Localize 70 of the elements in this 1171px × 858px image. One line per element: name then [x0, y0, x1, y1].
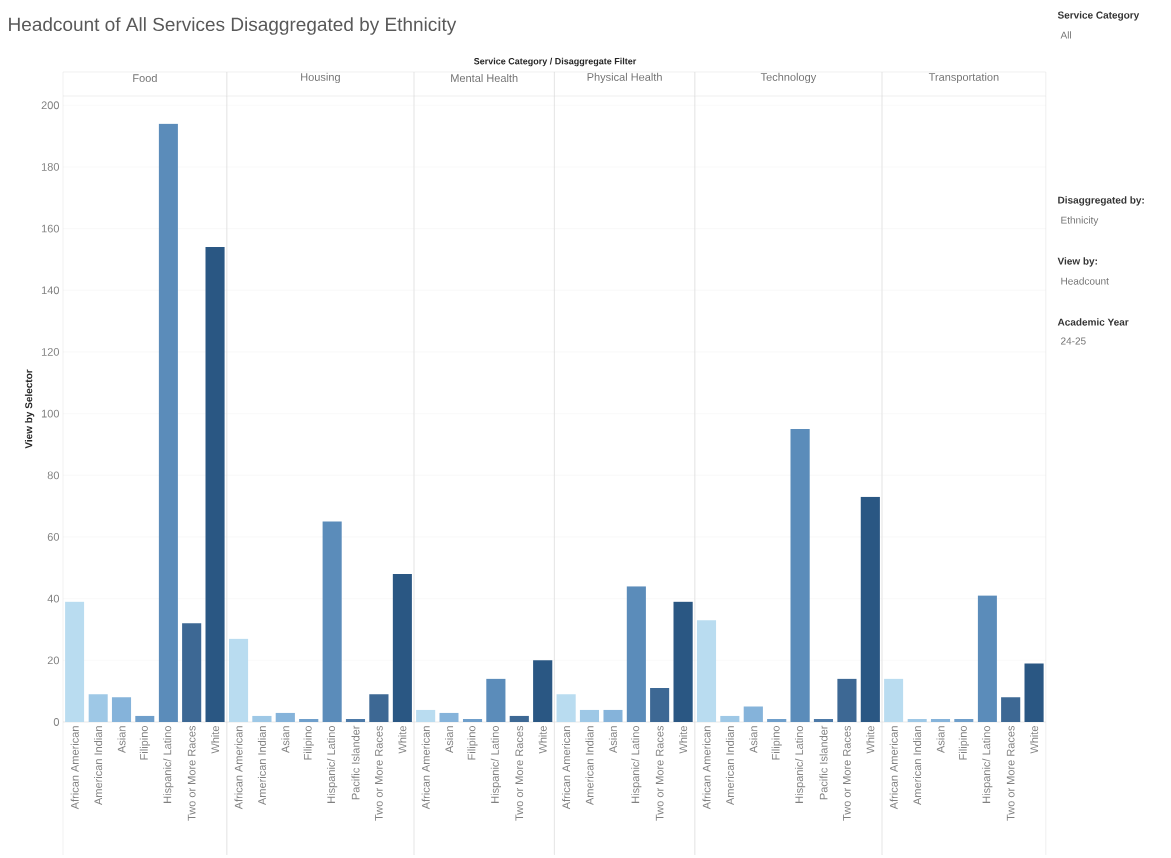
x-tick-label: Asian — [281, 726, 290, 754]
text: Academic Year — [1057, 318, 1129, 326]
x-tick-label: Two or More Races — [375, 725, 383, 821]
x-tick-label: African American — [421, 726, 430, 810]
text: Headcount — [1061, 277, 1109, 285]
x-tick-label: Hispanic/ Latino — [631, 726, 642, 803]
x-tick-label: Hispanic/ Latino — [490, 726, 502, 803]
y-axis-title: View by Selector — [24, 369, 35, 449]
x-tick-label: White — [398, 726, 407, 754]
y-tick-label: 40 — [47, 594, 60, 603]
x-tick-label: Filipino — [139, 726, 151, 760]
x-tick-label: White — [679, 726, 688, 754]
x-tick-label: Hispanic/ Latino — [326, 726, 338, 803]
chart-title: Food — [133, 73, 157, 83]
x-tick-label: Asian — [749, 726, 758, 754]
x-tick-label: Hispanic/ Latino — [163, 726, 174, 803]
x-tick-label: Two or More Races — [843, 725, 851, 821]
y-tick-label: 160 — [41, 224, 60, 233]
text: Disaggregated by: — [1058, 196, 1144, 206]
x-tick-label: African American — [234, 726, 243, 810]
x-tick-label: American Indian — [725, 726, 734, 805]
x-tick-label: White — [866, 726, 875, 754]
text: Headcount of All Services Disaggregated by Ethnicity — [9, 17, 457, 35]
x-tick-label: American Indian — [913, 726, 922, 805]
x-tick-label: Asian — [936, 726, 945, 754]
x-tick-label: Hispanic/ Latino — [982, 726, 993, 803]
x-tick-label: White — [211, 726, 220, 754]
x-tick-label: Pacific Islander — [819, 725, 828, 800]
x-tick-label: White — [538, 726, 547, 754]
x-tick-label: Filipino — [958, 726, 970, 760]
x-tick-label: White — [1030, 726, 1039, 754]
x-tick-label: Asian — [445, 726, 454, 754]
chart-title: Physical Health — [587, 72, 662, 84]
text: 24-25 — [1061, 337, 1086, 345]
text: View by: — [1057, 257, 1097, 267]
x-tick-label: American Indian — [257, 726, 266, 805]
text: All — [1060, 31, 1071, 39]
x-tick-label: Two or More Races — [655, 725, 664, 821]
x-tick-label: Pacific Islander — [351, 725, 360, 800]
y-tick-label: 200 — [41, 101, 60, 110]
text: Service Category / Disaggregate Filter — [473, 57, 637, 67]
text: Service Category — [1057, 11, 1140, 21]
y-tick-label: 180 — [41, 163, 60, 171]
chart-title: Mental Health — [451, 73, 518, 83]
x-tick-label: American Indian — [94, 726, 103, 805]
x-tick-label: Two or More Races — [1006, 725, 1015, 821]
x-tick-label: African American — [889, 726, 898, 810]
y-tick-label: 0 — [53, 718, 60, 726]
y-tick-label: 100 — [41, 409, 60, 418]
x-tick-label: Asian — [608, 726, 617, 754]
x-tick-label: Asian — [117, 726, 126, 754]
chart-title: Technology — [760, 72, 817, 84]
x-tick-label: Hispanic/ Latino — [794, 726, 806, 803]
x-tick-label: Filipino — [771, 726, 782, 760]
y-tick-label: 60 — [47, 533, 60, 541]
x-tick-label: Filipino — [303, 726, 314, 760]
y-tick-label: 140 — [41, 286, 60, 295]
x-tick-label: African American — [702, 726, 711, 810]
x-tick-label: Two or More Races — [515, 725, 524, 821]
y-tick-label: 80 — [47, 471, 60, 480]
chart-title: Housing — [301, 72, 340, 84]
x-tick-label: African American — [562, 726, 571, 810]
y-tick-label: 20 — [47, 656, 60, 665]
y-tick-label: 120 — [41, 348, 60, 356]
chart-title: Transportation — [928, 72, 999, 84]
x-tick-label: African American — [70, 726, 79, 810]
x-tick-label: American Indian — [585, 726, 594, 805]
x-tick-label: Two or More Races — [187, 725, 196, 821]
text: Ethnicity — [1061, 216, 1099, 226]
x-tick-label: Filipino — [467, 726, 478, 760]
